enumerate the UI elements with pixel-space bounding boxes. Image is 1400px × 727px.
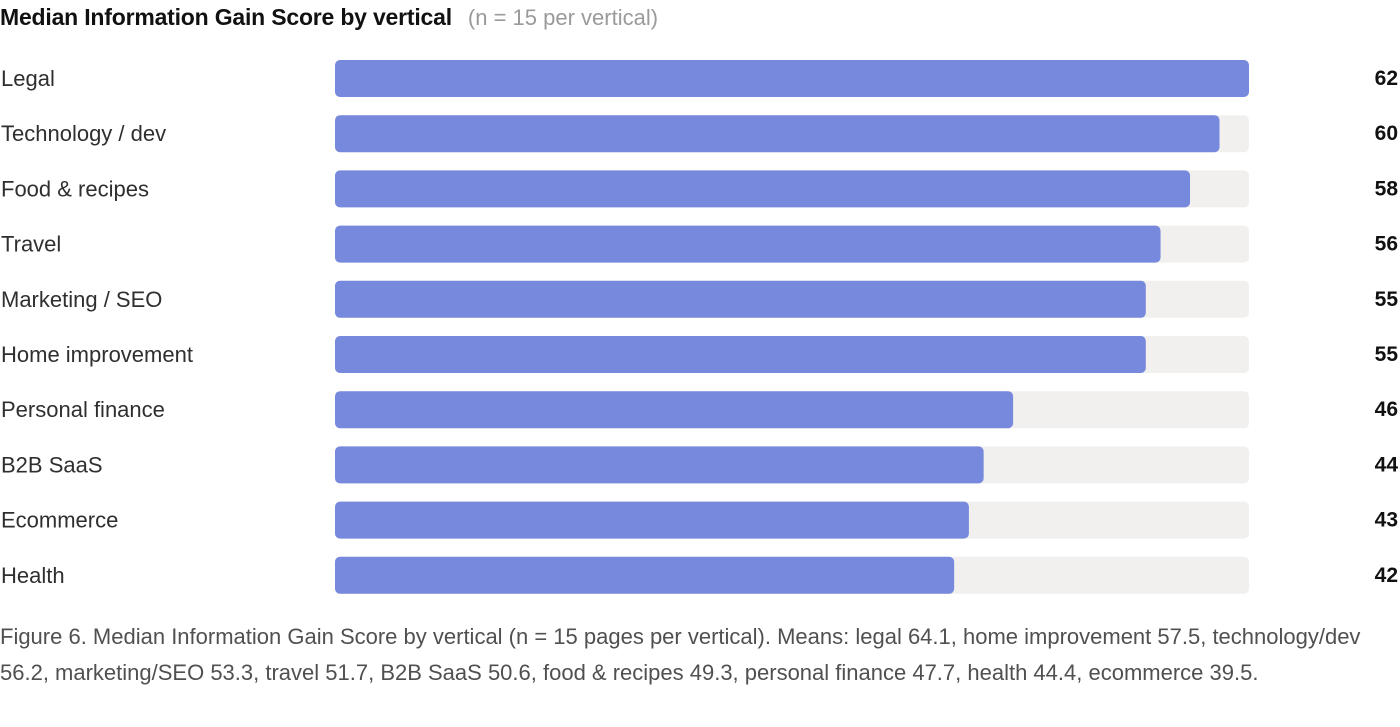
chart-subtitle: (n = 15 per vertical) [467,5,659,30]
bar-chart: Legal 62 Technology / dev 60 Food & recipes 5… [1,60,1399,594]
category-label: Food & recipes [1,176,149,201]
value-label: 55 [1375,288,1399,311]
bar [335,280,1146,318]
value-label: 60 [1375,122,1398,145]
category-label: Travel [1,232,61,257]
category-label: Home improvement [1,342,193,367]
bar [335,60,1249,97]
bar [335,501,969,539]
value-label: 44 [1375,453,1399,476]
bar [335,391,1014,429]
bar [335,556,955,594]
value-label: 56 [1375,233,1398,256]
value-label: 62 [1375,67,1398,90]
category-label: B2B SaaS [1,452,103,477]
category-label: Marketing / SEO [1,287,162,312]
value-label: 58 [1375,177,1399,200]
bar [335,446,984,484]
value-label: 46 [1375,398,1398,421]
category-label: Technology / dev [1,121,166,146]
category-label: Ecommerce [1,508,118,533]
bar [335,170,1191,208]
category-label: Personal finance [1,397,165,422]
value-label: 43 [1375,509,1398,532]
chart-title: Median Information Gain Score by vertica… [0,4,452,30]
chart-title-row: Median Information Gain Score by vertica… [0,4,658,36]
category-label: Health [1,563,65,588]
figure-caption: Figure 6. Median Information Gain Score … [0,624,1361,685]
bar [335,225,1161,263]
category-label: Legal [1,66,55,91]
value-label: 42 [1375,564,1398,587]
bar [335,336,1146,373]
bar [335,115,1220,153]
value-label: 55 [1375,343,1399,366]
